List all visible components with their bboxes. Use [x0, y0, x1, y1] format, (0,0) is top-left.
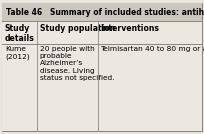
Bar: [2, 21, 202, 44]
Text: Study population: Study population: [40, 24, 115, 33]
Text: Kume
(2012): Kume (2012): [5, 46, 30, 60]
Text: Telmisartan 40 to 80 mg or amlodipine 5: Telmisartan 40 to 80 mg or amlodipine 5: [100, 46, 204, 52]
Bar: [2, 3, 202, 21]
Bar: [2, 44, 202, 131]
Text: 20 people with
probable
Alzheimer’s
disease. Living
status not specified.: 20 people with probable Alzheimer’s dise…: [40, 46, 114, 81]
Text: Study
details: Study details: [5, 24, 35, 43]
Text: Table 46   Summary of included studies: antihypertensive m: Table 46 Summary of included studies: an…: [6, 8, 204, 16]
Text: Interventions: Interventions: [100, 24, 160, 33]
